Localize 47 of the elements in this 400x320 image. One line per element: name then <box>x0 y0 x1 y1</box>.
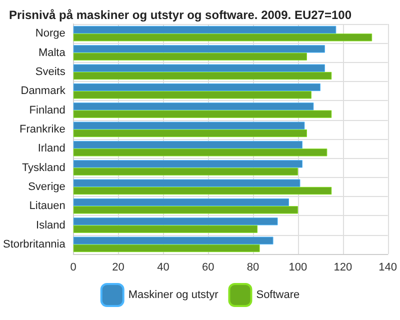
x-tick-label: 20 <box>112 262 124 274</box>
y-tick-label: Norge <box>35 28 66 40</box>
x-tick-label: 60 <box>202 262 214 274</box>
bar <box>73 64 325 72</box>
y-tick-label: Malta <box>38 46 66 59</box>
y-tick-label: Danmark <box>20 85 66 98</box>
bar <box>73 148 328 156</box>
bar <box>73 186 332 195</box>
bar <box>73 236 274 244</box>
legend-label: Maskiner og utstyr <box>128 289 219 301</box>
bar <box>73 102 314 110</box>
bar <box>73 198 289 206</box>
legend-label: Software <box>256 289 300 301</box>
y-tick-label: Irland <box>38 142 66 155</box>
y-tick-label: Finland <box>29 104 66 116</box>
bar <box>73 129 307 138</box>
bar <box>73 26 336 34</box>
bar <box>73 34 372 42</box>
x-tick-label: 100 <box>288 262 308 274</box>
bar <box>73 244 260 252</box>
x-tick-label: 0 <box>70 262 76 274</box>
y-tick-label: Sverige <box>28 180 66 193</box>
bar <box>73 168 298 176</box>
bar <box>73 72 332 80</box>
x-tick-label: 40 <box>157 262 170 274</box>
bar <box>73 122 305 130</box>
x-tick-label: 140 <box>378 262 398 274</box>
y-tick-label: Tyskland <box>22 162 66 174</box>
y-tick-label: Sveits <box>35 66 66 78</box>
bar <box>73 218 278 226</box>
bar <box>73 52 307 60</box>
bar <box>73 179 300 187</box>
bar <box>73 140 302 149</box>
bar <box>73 110 332 118</box>
x-tick-label: 120 <box>334 262 352 274</box>
bar <box>73 160 302 168</box>
y-tick-label: Frankrike <box>20 123 66 136</box>
bar <box>73 45 325 53</box>
bar <box>73 225 258 233</box>
bar <box>73 91 312 99</box>
y-tick-label: Island <box>36 219 66 232</box>
x-tick-label: 80 <box>246 262 260 274</box>
bar <box>73 83 320 92</box>
bar <box>73 206 298 214</box>
y-tick-label: Litauen <box>29 200 66 212</box>
y-tick-label: Storbritannia <box>2 238 66 250</box>
chart-title: Prisnivå på maskiner og utstyr og software. 2009. EU27=100 <box>9 8 352 22</box>
